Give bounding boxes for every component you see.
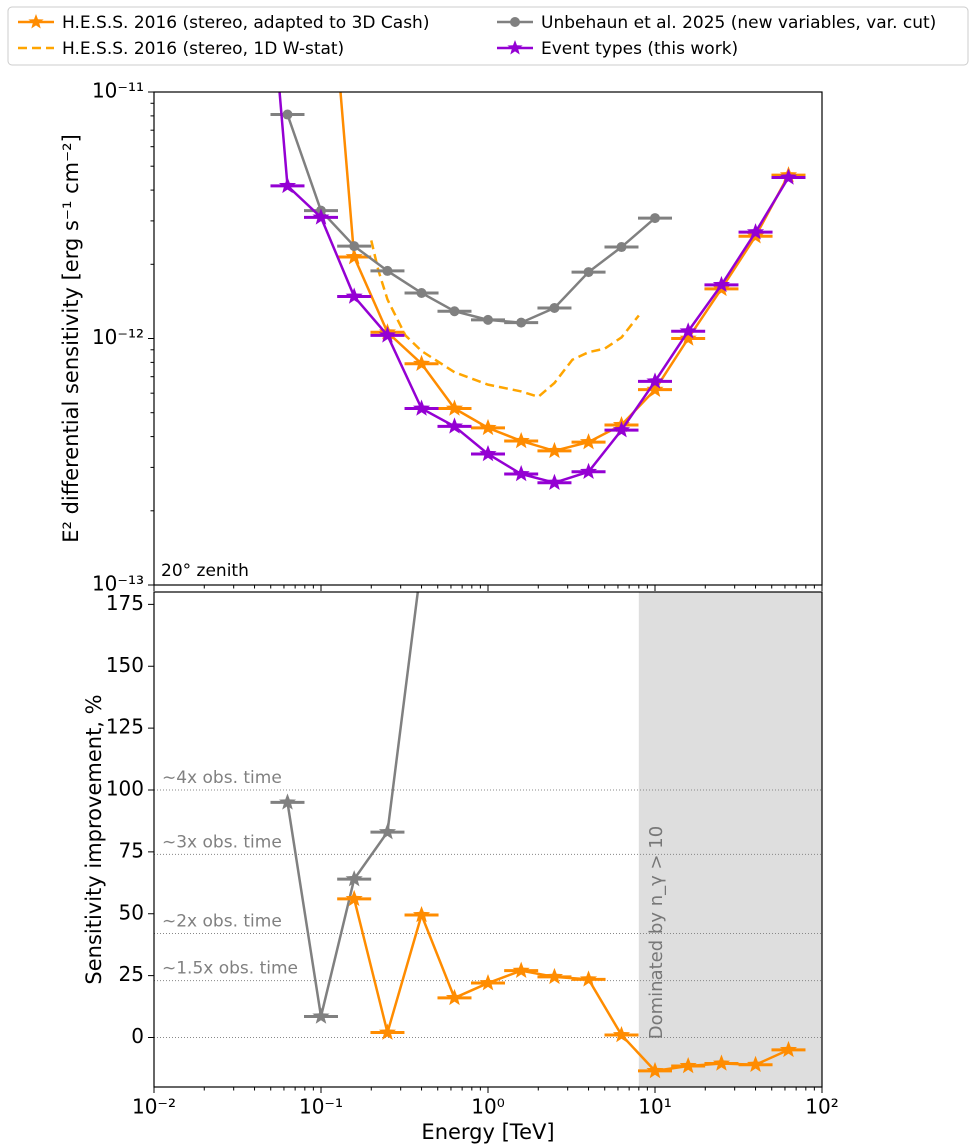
marker-star (512, 465, 530, 482)
marker-star (312, 208, 330, 225)
legend-marker (28, 14, 44, 29)
marker-star (779, 1040, 798, 1058)
marker-star (545, 967, 564, 985)
marker-circle (549, 302, 560, 313)
marker-circle (516, 317, 527, 328)
y-tick-label: 125 (106, 715, 144, 739)
marker-star (512, 431, 530, 449)
y-tick-label: 10⁻¹² (92, 325, 144, 349)
marker-star (579, 970, 598, 987)
y-tick-label: 150 (106, 653, 144, 677)
y-tick-label: 75 (119, 838, 144, 862)
marker-star (412, 399, 431, 416)
legend-marker (507, 40, 523, 55)
marker-circle (616, 242, 627, 253)
y-tick-label: 50 (119, 900, 144, 924)
marker-star (512, 961, 530, 978)
marker-star (445, 399, 464, 416)
marker-circle (282, 109, 293, 120)
marker-star (746, 223, 765, 240)
y-tick-label: 100 (106, 777, 144, 801)
y-tick-label: 175 (106, 591, 144, 615)
marker-star (312, 1007, 330, 1024)
shaded-region-label: Dominated by n_γ > 10 (646, 826, 667, 1039)
marker-star (612, 421, 631, 438)
y-axis-label: E² differential sensitivity [erg s⁻¹ cm⁻… (59, 134, 83, 543)
legend-label: H.E.S.S. 2016 (stereo, adapted to 3D Cas… (62, 13, 429, 33)
marker-star (445, 417, 464, 434)
y-tick-label: 10⁻¹³ (92, 572, 144, 596)
marker-star (378, 823, 397, 840)
marker-star (345, 248, 363, 265)
reference-line-label: ∼3x obs. time (162, 832, 282, 852)
marker-star (445, 988, 464, 1006)
marker-circle (449, 306, 460, 317)
marker-star (712, 1054, 731, 1071)
marker-star (779, 168, 798, 185)
marker-star (278, 793, 297, 810)
y-tick-label: 10⁻¹¹ (92, 79, 144, 103)
marker-star (412, 905, 431, 923)
marker-star (679, 329, 697, 346)
marker-star (679, 322, 697, 339)
series-line (278, 92, 790, 485)
marker-star (345, 889, 363, 907)
reference-line-label: ∼4x obs. time (162, 768, 282, 788)
marker-star (345, 870, 363, 887)
marker-star (646, 1061, 664, 1079)
x-tick-label: 10⁻² (132, 1095, 176, 1119)
marker-star (679, 1056, 697, 1074)
panel-annotation: 20° zenith (161, 561, 249, 581)
marker-star (646, 372, 664, 389)
marker-star (413, 553, 430, 569)
reference-line-label: ∼1.5x obs. time (162, 959, 298, 979)
legend-box (7, 6, 969, 66)
marker-star (278, 176, 297, 194)
marker-star (479, 418, 497, 436)
series-line (286, 592, 420, 1017)
marker-star (545, 473, 564, 490)
x-tick-label: 10² (805, 1095, 838, 1119)
marker-circle (349, 241, 360, 252)
y-tick-label: 25 (119, 962, 144, 986)
marker-star (345, 287, 363, 304)
series-line (370, 240, 640, 399)
x-tick-label: 10⁻¹ (299, 1095, 343, 1119)
marker-circle (416, 287, 427, 298)
marker-star (378, 326, 397, 343)
marker-star (746, 1055, 765, 1073)
marker-star (579, 433, 598, 450)
plot-area (154, 553, 822, 1087)
y-axis-label: Sensitivity improvement, % (82, 694, 106, 984)
shaded-region (638, 592, 822, 1087)
legend-label: H.E.S.S. 2016 (stereo, 1D W-stat) (62, 39, 344, 59)
marker-circle (583, 267, 594, 278)
marker-circle (483, 314, 493, 325)
x-tick-label: 10⁰ (471, 1095, 504, 1119)
marker-circle (650, 213, 660, 224)
plot-frame (153, 91, 823, 586)
marker-star (646, 380, 664, 397)
marker-star (479, 974, 497, 991)
y-tick-label: 0 (131, 1024, 144, 1048)
marker-circle (382, 265, 393, 276)
series-line (286, 114, 656, 324)
marker-star (579, 462, 598, 480)
marker-star (412, 354, 431, 372)
legend-marker (510, 17, 520, 27)
plot-area (270, 92, 806, 490)
marker-star (378, 1023, 397, 1040)
marker-star (545, 441, 564, 459)
reference-line-label: ∼2x obs. time (162, 912, 282, 932)
legend-label: Event types (this work) (541, 39, 738, 59)
marker-star (612, 1026, 631, 1043)
legend-label: Unbehaun et al. 2025 (new variables, var… (541, 13, 936, 33)
x-tick-label: 10¹ (638, 1095, 671, 1119)
marker-star (712, 275, 731, 293)
x-axis-label: Energy [TeV] (421, 1120, 554, 1144)
marker-star (479, 444, 497, 462)
